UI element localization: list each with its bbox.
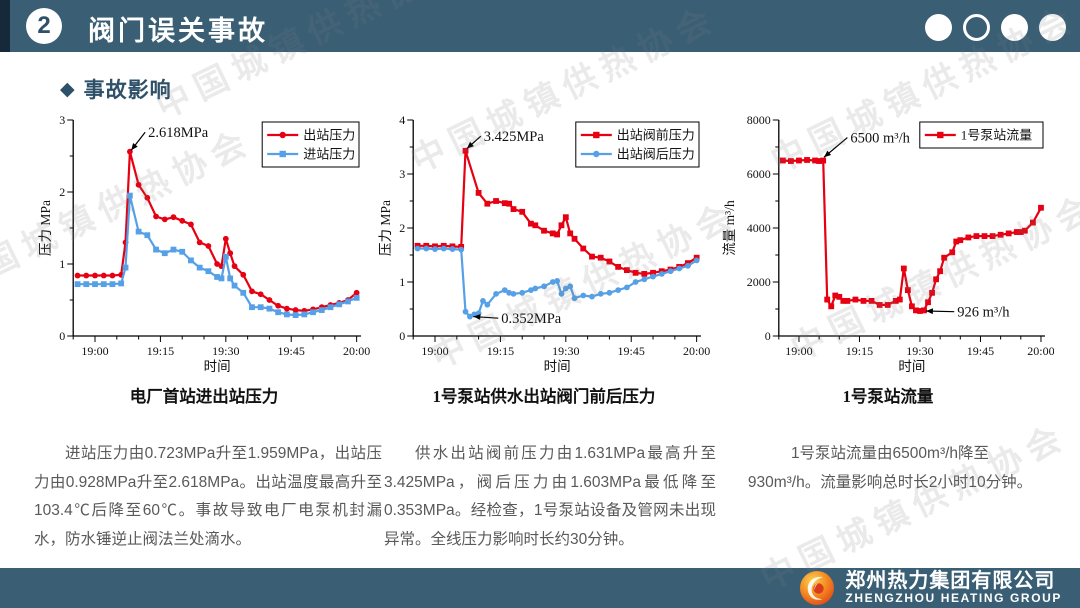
svg-text:6500 m³/h: 6500 m³/h bbox=[850, 131, 910, 147]
svg-text:出站阀前压力: 出站阀前压力 bbox=[617, 128, 695, 143]
svg-text:0.352MPa: 0.352MPa bbox=[501, 311, 562, 327]
nav-dot-4[interactable] bbox=[1039, 14, 1066, 41]
svg-text:4: 4 bbox=[399, 113, 405, 127]
chart-canvas-1: 0 1 2 3 19:00 19:15 19:30 19:45 20:00 时间 压力 MPa 出站压… bbox=[38, 106, 370, 383]
svg-text:2.618MPa: 2.618MPa bbox=[148, 125, 209, 141]
svg-text:0: 0 bbox=[399, 329, 405, 343]
svg-text:6000: 6000 bbox=[747, 167, 771, 181]
svg-text:19:00: 19:00 bbox=[81, 344, 108, 358]
svg-text:8000: 8000 bbox=[747, 113, 771, 127]
svg-text:3.425MPa: 3.425MPa bbox=[484, 129, 545, 145]
svg-text:20:00: 20:00 bbox=[1027, 344, 1054, 358]
svg-text:时间: 时间 bbox=[898, 359, 925, 374]
paragraph-middle: 供水出站阀前压力由1.631MPa最高升至3.425MPa，阀后压力由1.603… bbox=[384, 445, 716, 549]
page-title: 阀门误关事故 bbox=[88, 16, 268, 46]
svg-text:出站阀后压力: 出站阀后压力 bbox=[617, 147, 695, 162]
svg-text:19:30: 19:30 bbox=[552, 344, 579, 358]
svg-text:1号泵站流量: 1号泵站流量 bbox=[961, 128, 1033, 143]
svg-text:0: 0 bbox=[765, 329, 771, 343]
paragraph-left: 进站压力由0.723MPa升至1.959MPa，出站压力由0.928MPa升至2… bbox=[34, 445, 382, 549]
svg-text:时间: 时间 bbox=[544, 359, 571, 374]
header-accent-strip bbox=[0, 0, 10, 52]
svg-text:19:15: 19:15 bbox=[147, 344, 174, 358]
paragraph-right: 1号泵站流量由6500m³/h降至 930m³/h。流量影响总时长2小时10分钟… bbox=[747, 445, 1033, 491]
company-logo-icon bbox=[800, 571, 835, 605]
diamond-bullet-icon: ◆ bbox=[60, 78, 75, 100]
svg-text:4000: 4000 bbox=[747, 221, 771, 235]
section-title: 事故影响 bbox=[83, 79, 172, 102]
svg-text:19:45: 19:45 bbox=[278, 344, 305, 358]
svg-text:2: 2 bbox=[399, 221, 405, 235]
company-name-en: ZHENGZHOU HEATING GROUP bbox=[845, 591, 1062, 606]
svg-text:2: 2 bbox=[59, 185, 65, 199]
nav-dots bbox=[925, 14, 1066, 41]
chart-pump-flow: 0 2000 4000 6000 8000 19:00 19:15 19:30 19:45 20:… bbox=[722, 106, 1055, 407]
svg-text:0: 0 bbox=[59, 329, 65, 343]
svg-text:2000: 2000 bbox=[747, 275, 771, 289]
chart-caption-1: 电厂首站进出站压力 bbox=[129, 387, 279, 406]
svg-text:19:30: 19:30 bbox=[906, 344, 933, 358]
nav-dot-2[interactable] bbox=[963, 14, 990, 41]
svg-text:出站压力: 出站压力 bbox=[303, 128, 355, 143]
company-brand: 郑州热力集团有限公司 ZHENGZHOU HEATING GROUP bbox=[799, 570, 1062, 606]
svg-text:1: 1 bbox=[399, 275, 405, 289]
chart-plant-in-out-pressure: 0 1 2 3 19:00 19:15 19:30 19:45 20:00 时间 压力 MPa 出站压… bbox=[38, 106, 370, 407]
company-name-block: 郑州热力集团有限公司 ZHENGZHOU HEATING GROUP bbox=[845, 571, 1062, 605]
chart-caption-2: 1号泵站供水出站阀门前后压力 bbox=[432, 387, 656, 406]
svg-text:流量 m³/h: 流量 m³/h bbox=[722, 200, 737, 256]
chart-canvas-3: 0 2000 4000 6000 8000 19:00 19:15 19:30 19:45 20:… bbox=[722, 106, 1055, 383]
svg-text:926 m³/h: 926 m³/h bbox=[957, 305, 1010, 321]
svg-text:压力 MPa: 压力 MPa bbox=[38, 200, 53, 256]
svg-text:20:00: 20:00 bbox=[683, 344, 710, 358]
svg-text:3: 3 bbox=[399, 167, 405, 181]
slide-number-badge: 2 bbox=[26, 8, 62, 44]
chart-caption-3: 1号泵站流量 bbox=[842, 387, 934, 406]
svg-text:进站压力: 进站压力 bbox=[303, 147, 355, 162]
section-heading: ◆ 事故影响 bbox=[60, 74, 172, 104]
chart-canvas-2: 0 1 2 3 4 19:00 19:15 19:30 19:45 20:00 时间 压力 MPa 出站… bbox=[378, 106, 710, 383]
svg-text:19:00: 19:00 bbox=[421, 344, 448, 358]
nav-dot-1[interactable] bbox=[925, 14, 952, 41]
header-bar: 2 阀门误关事故 bbox=[0, 0, 1080, 52]
svg-text:时间: 时间 bbox=[204, 359, 231, 374]
company-name-cn: 郑州热力集团有限公司 bbox=[845, 570, 1056, 593]
svg-text:3: 3 bbox=[59, 113, 65, 127]
svg-text:压力 MPa: 压力 MPa bbox=[378, 200, 393, 256]
svg-text:19:00: 19:00 bbox=[785, 344, 812, 358]
svg-text:19:45: 19:45 bbox=[618, 344, 645, 358]
nav-dot-3[interactable] bbox=[1001, 14, 1028, 41]
chart-valve-pressure: 0 1 2 3 4 19:00 19:15 19:30 19:45 20:00 时间 压力 MPa 出站… bbox=[378, 106, 710, 407]
svg-text:1: 1 bbox=[59, 257, 65, 271]
svg-text:19:45: 19:45 bbox=[967, 344, 994, 358]
svg-text:19:30: 19:30 bbox=[212, 344, 239, 358]
footer-bar bbox=[0, 568, 1080, 608]
svg-text:19:15: 19:15 bbox=[846, 344, 873, 358]
svg-text:20:00: 20:00 bbox=[343, 344, 370, 358]
svg-text:19:15: 19:15 bbox=[487, 344, 514, 358]
